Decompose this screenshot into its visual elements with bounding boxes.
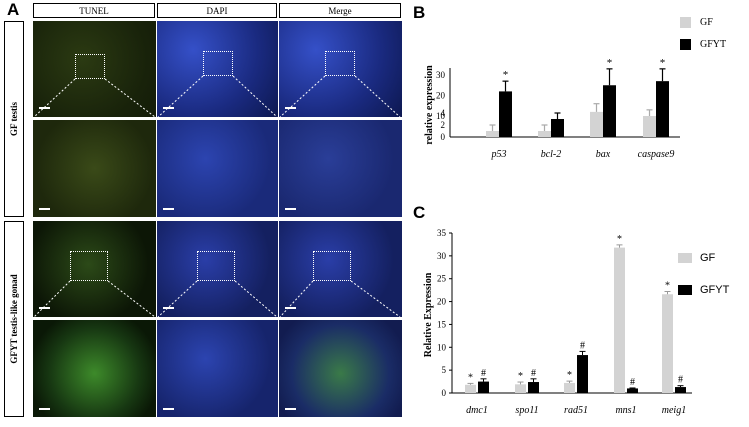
- chart-c-hash-mark: #: [531, 368, 536, 379]
- panel-c-letter: C: [413, 203, 426, 222]
- chart-b-bar: [590, 111, 603, 137]
- chart-b-y-tick-label: 30: [436, 70, 446, 80]
- column-header-tunel: TUNEL: [33, 3, 155, 18]
- chart-c-x-tick-label: meig1: [662, 405, 686, 416]
- chart-c-hash-mark: #: [630, 377, 635, 388]
- chart-b-y-tick-label: 20: [436, 91, 446, 101]
- chart-c-y-tick-label: 10: [437, 342, 447, 352]
- chart-b-x-tick-label: caspase9: [638, 149, 675, 160]
- chart-c-bar: [528, 382, 539, 393]
- chart-c-bar: [627, 388, 638, 393]
- chart-c-y-tick-label: 5: [442, 365, 447, 375]
- chart-c-y-tick-label: 25: [437, 274, 447, 284]
- chart-b-x-tick-label: p53: [491, 149, 507, 160]
- chart-c-bar: [515, 384, 526, 393]
- chart-c-star-mark: *: [617, 234, 622, 245]
- row-label-gf-testis: GF testis: [4, 21, 24, 217]
- chart-c-x-tick-label: mns1: [615, 405, 636, 416]
- micrograph-merge-gf-zoom: [279, 120, 402, 217]
- panel-a-letter: A: [7, 0, 20, 19]
- chart-c-y-tick-label: 20: [437, 297, 447, 307]
- legend-c-swatch-gf: [678, 253, 692, 263]
- chart-b-bar: [551, 119, 564, 137]
- chart-c-bar: [662, 294, 673, 393]
- row-label-gfyt-gonad: GFYT testis-like gonad: [4, 221, 24, 417]
- chart-c-x-tick-label: rad51: [564, 405, 588, 416]
- legend-c-item-gf: GF: [678, 249, 729, 267]
- chart-c-bar: [465, 384, 476, 393]
- chart-c-bar: [478, 381, 489, 393]
- column-header-merge: Merge: [279, 3, 401, 18]
- chart-b-y-tick-label: 10: [436, 111, 446, 121]
- chart-c-star-mark: *: [567, 370, 572, 381]
- legend-c-swatch-gfyt: [678, 285, 692, 295]
- legend-b-swatch-gf: [680, 16, 691, 28]
- chart-b-y-tick-label: 0: [441, 132, 446, 142]
- chart-c-star-mark: *: [518, 371, 523, 382]
- micrograph-merge-gfyt-overview: [279, 221, 402, 317]
- chart-c-y-tick-label: 35: [437, 228, 447, 238]
- chart-c: 0 5 10 15 20 25 30 35 Relative Expression * # dmc1 *…: [423, 228, 692, 416]
- chart-b-y-axis-title: relative expression: [424, 65, 435, 145]
- column-header-dapi: DAPI: [157, 3, 277, 18]
- chart-c-y-axis-title: Relative Expression: [423, 272, 434, 357]
- chart-b-bar: [603, 85, 616, 137]
- chart-c-bar: [614, 247, 625, 393]
- micrograph-merge-gf-overview: [279, 21, 402, 117]
- chart-c-x-tick-label: spo11: [515, 405, 538, 416]
- chart-c-bar: [675, 387, 686, 393]
- chart-b-bar: [656, 81, 669, 137]
- micrograph-dapi-gf-zoom: [157, 120, 278, 217]
- chart-c-hash-mark: #: [678, 375, 683, 386]
- chart-b-bar: [486, 131, 499, 137]
- micrograph-tunel-gf-overview: [33, 21, 156, 117]
- panel-b-letter: B: [413, 3, 426, 22]
- micrograph-merge-gfyt-zoom: [279, 320, 402, 417]
- chart-b-significance-mark: *: [607, 57, 613, 69]
- micrograph-dapi-gfyt-overview: [157, 221, 278, 317]
- legend-b: GF GFYT: [680, 14, 726, 52]
- micrograph-tunel-gf-zoom: [33, 120, 156, 217]
- micrograph-tunel-gfyt-overview: [33, 221, 156, 317]
- chart-c-star-mark: *: [468, 372, 473, 383]
- chart-c-bar: [577, 355, 588, 393]
- chart-c-hash-mark: #: [580, 340, 585, 351]
- legend-b-swatch-gfyt: [680, 38, 691, 50]
- chart-b-y-tick-label: 4: [441, 108, 446, 118]
- chart-b-x-tick-label: bax: [596, 149, 611, 160]
- chart-c-y-tick-label: 30: [437, 251, 447, 261]
- chart-b-significance-mark: *: [660, 57, 666, 69]
- legend-c-item-gfyt: GFYT: [678, 281, 729, 299]
- chart-c-bar: [564, 382, 575, 393]
- micrograph-dapi-gf-overview: [157, 21, 278, 117]
- micrograph-dapi-gfyt-zoom: [157, 320, 278, 417]
- chart-b-significance-mark: *: [503, 69, 509, 81]
- chart-b-bar: [643, 116, 656, 137]
- chart-c-y-tick-label: 15: [437, 319, 447, 329]
- chart-b-bar: [538, 131, 551, 137]
- legend-c: GF GFYT: [678, 249, 729, 299]
- chart-b-x-tick-label: bcl-2: [541, 149, 562, 160]
- micrograph-tunel-gfyt-zoom: [33, 320, 156, 417]
- legend-b-item-gf: GF: [680, 14, 726, 30]
- chart-c-star-mark: *: [665, 281, 670, 292]
- chart-b-bar: [499, 91, 512, 137]
- chart-c-x-tick-label: dmc1: [466, 405, 488, 416]
- chart-c-hash-mark: #: [481, 368, 486, 379]
- chart-b-y-tick-label: 2: [441, 120, 446, 130]
- legend-b-item-gfyt: GFYT: [680, 36, 726, 52]
- chart-c-y-tick-label: 0: [442, 388, 447, 398]
